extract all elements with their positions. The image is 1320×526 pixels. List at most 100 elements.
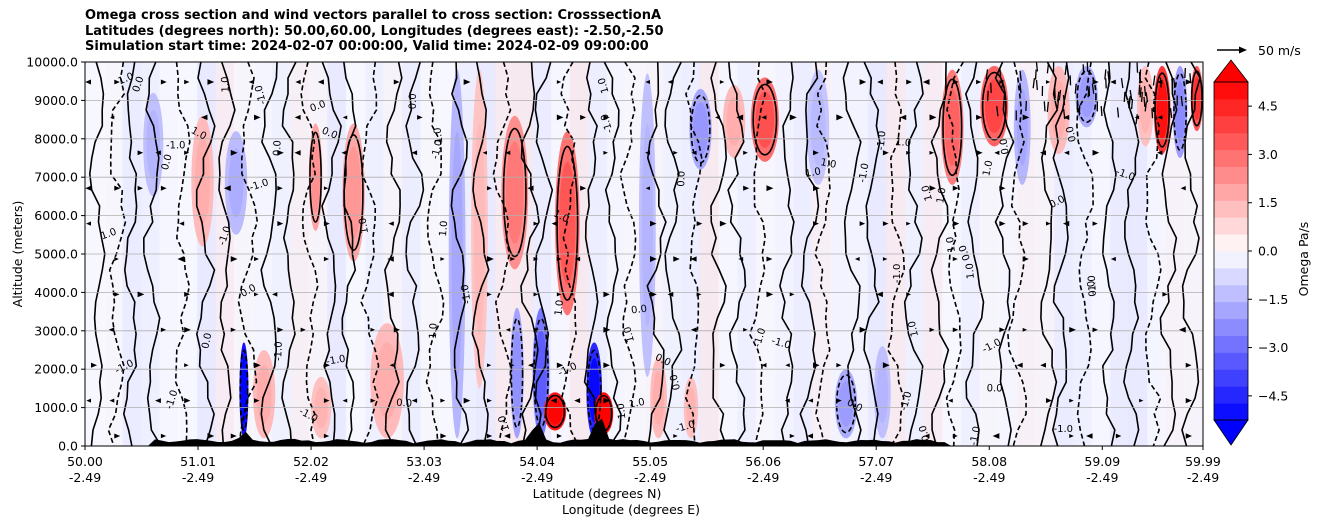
wind-vector — [109, 115, 115, 120]
contour-label: 1.0 — [597, 76, 612, 94]
wind-vector — [463, 397, 471, 404]
wind-vector — [486, 433, 493, 439]
contour-label: -1.0 — [254, 84, 269, 106]
wind-vector — [108, 327, 115, 333]
wind-vector — [160, 433, 167, 439]
wind-vector — [719, 80, 725, 84]
wind-vector — [482, 150, 487, 155]
wind-vector — [177, 256, 185, 262]
wind-vector — [603, 114, 610, 121]
contour-closed — [343, 134, 364, 251]
colorbar-tick-label: 1.5 — [1258, 195, 1278, 210]
wind-vector — [184, 326, 191, 333]
wind-vector — [766, 291, 774, 298]
wind-vector — [929, 114, 937, 121]
wind-vector — [505, 327, 511, 332]
wind-vector — [899, 114, 907, 121]
wind-vector — [1171, 78, 1174, 89]
colorbar-segment — [1214, 369, 1248, 387]
wind-vector — [1086, 433, 1093, 439]
wind-vector — [1185, 79, 1193, 85]
contour-label: -1.0 — [876, 130, 889, 150]
wind-vector — [323, 362, 330, 368]
wind-vector — [673, 434, 678, 438]
wind-vector — [1046, 63, 1050, 74]
wind-vector — [1035, 62, 1039, 72]
x-axis-label: Latitude (degrees N) — [533, 486, 662, 501]
omega-cell-core — [726, 97, 742, 146]
contour-label: -1.0 — [273, 341, 285, 361]
wind-vector — [1092, 149, 1100, 156]
wind-vector — [1022, 256, 1029, 262]
y-tick-label: 0.0 — [58, 439, 78, 454]
colorbar-segment — [1214, 149, 1248, 167]
contour-closed — [510, 317, 524, 429]
contour-label: 1.0 — [433, 127, 446, 144]
contour-line — [237, 62, 259, 446]
wind-vector — [580, 114, 587, 120]
x-tick-label-lat: 50.00 — [67, 454, 103, 469]
wind-vector — [184, 363, 189, 368]
wind-vector — [411, 150, 418, 156]
wind-vector — [114, 433, 121, 439]
y-tick-label: 5000.0 — [34, 247, 78, 262]
wind-vector — [91, 362, 98, 368]
wind-vector — [876, 291, 883, 298]
wind-vector — [533, 327, 539, 333]
wind-vector — [1145, 92, 1149, 103]
wind-vector — [976, 114, 983, 121]
wind-vector — [766, 256, 773, 262]
x-axis: 50.00-2.4951.01-2.4952.02-2.4953.03-2.49… — [67, 446, 1221, 485]
colorbar-tick-label: 4.5 — [1258, 99, 1278, 114]
wind-vector — [924, 433, 930, 439]
contour-label: -1.0 — [770, 336, 792, 352]
colorbar-segment — [1214, 132, 1248, 151]
wind-vector — [715, 115, 720, 120]
wind-vector — [387, 291, 394, 298]
contour-label: -1.0 — [460, 284, 474, 305]
wind-vector — [994, 150, 1000, 155]
wind-vector — [160, 79, 167, 85]
wind-vector — [556, 362, 564, 368]
contour-label: 0.0 — [131, 75, 147, 94]
wind-vector — [719, 220, 727, 227]
wind-vector — [1156, 150, 1163, 156]
wind-vector — [1138, 71, 1142, 82]
wind-vector — [1135, 114, 1138, 125]
wind-vector — [114, 257, 119, 261]
contour-line — [814, 62, 831, 446]
x-tick-label-lon: -2.49 — [1086, 470, 1118, 485]
y-tick-label: 7000.0 — [34, 170, 78, 185]
wind-vector — [1016, 362, 1023, 368]
contour-label: 0.0 — [160, 153, 175, 171]
wind-vector — [1120, 77, 1124, 89]
contour-label: 0.0 — [408, 93, 419, 109]
colorbar: 4.5 3.0 1.5 0.0 −1.5 −3.0 −4.5 — [1213, 59, 1288, 446]
wind-vector — [155, 150, 161, 156]
wind-vector — [877, 79, 883, 85]
wind-vector — [789, 433, 795, 439]
x-tick-label-lon: -2.49 — [973, 470, 1005, 485]
wind-vector — [486, 186, 492, 191]
wind-vector — [1169, 107, 1173, 119]
wind-vector — [785, 363, 790, 368]
title-line-2: Latitudes (degrees north): 50.00,60.00, … — [85, 23, 664, 39]
wind-vector — [1100, 105, 1103, 117]
contour-line — [300, 62, 319, 446]
contour-closed — [1076, 70, 1097, 123]
wind-vector — [580, 185, 587, 191]
wind-vector — [859, 79, 867, 85]
wind-vector — [603, 362, 610, 369]
colorbar-segment — [1214, 217, 1248, 235]
wind-vector — [1022, 327, 1028, 332]
colorbar-segment — [1214, 301, 1248, 320]
contour-label: 0.0 — [200, 332, 214, 350]
wind-vector — [1069, 434, 1074, 438]
wind-vector — [1104, 69, 1107, 80]
wind-vector — [603, 291, 610, 298]
omega-cell-core — [944, 88, 960, 166]
wind-vector — [1151, 108, 1154, 119]
omega-cell-core — [473, 122, 486, 336]
wind-vector — [836, 114, 844, 121]
wind-vector — [137, 291, 145, 298]
